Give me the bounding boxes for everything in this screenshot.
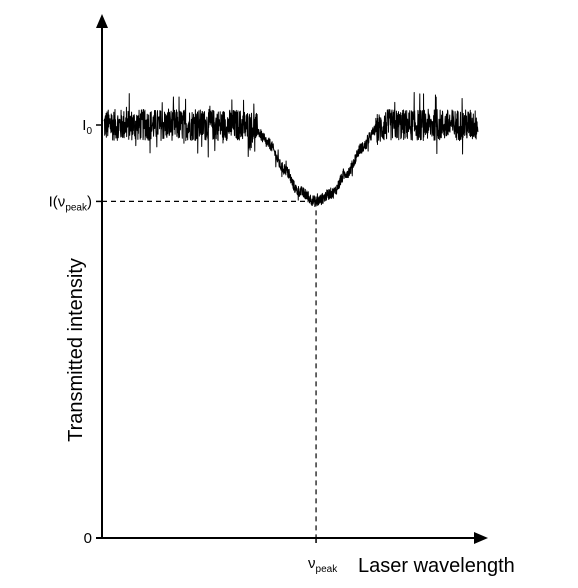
x-tick-label: νpeak xyxy=(308,555,338,575)
signal-trace xyxy=(103,92,479,208)
axes xyxy=(96,14,488,544)
transmission-line xyxy=(103,92,479,208)
y-tick-label: 0 xyxy=(84,530,92,547)
tick-labels: 0 I(νpeak) I0 νpeak xyxy=(49,117,339,575)
y-tick-label: I(νpeak) xyxy=(49,193,92,213)
x-axis-arrow xyxy=(474,532,488,544)
y-tick-label: I0 xyxy=(82,117,92,137)
axis-titles: Laser wavelength Transmitted intensity xyxy=(65,258,515,577)
x-axis-title: Laser wavelength xyxy=(358,555,515,577)
peak-guides xyxy=(102,200,317,538)
y-axis-arrow xyxy=(96,14,108,28)
y-axis-title: Transmitted intensity xyxy=(65,258,87,442)
